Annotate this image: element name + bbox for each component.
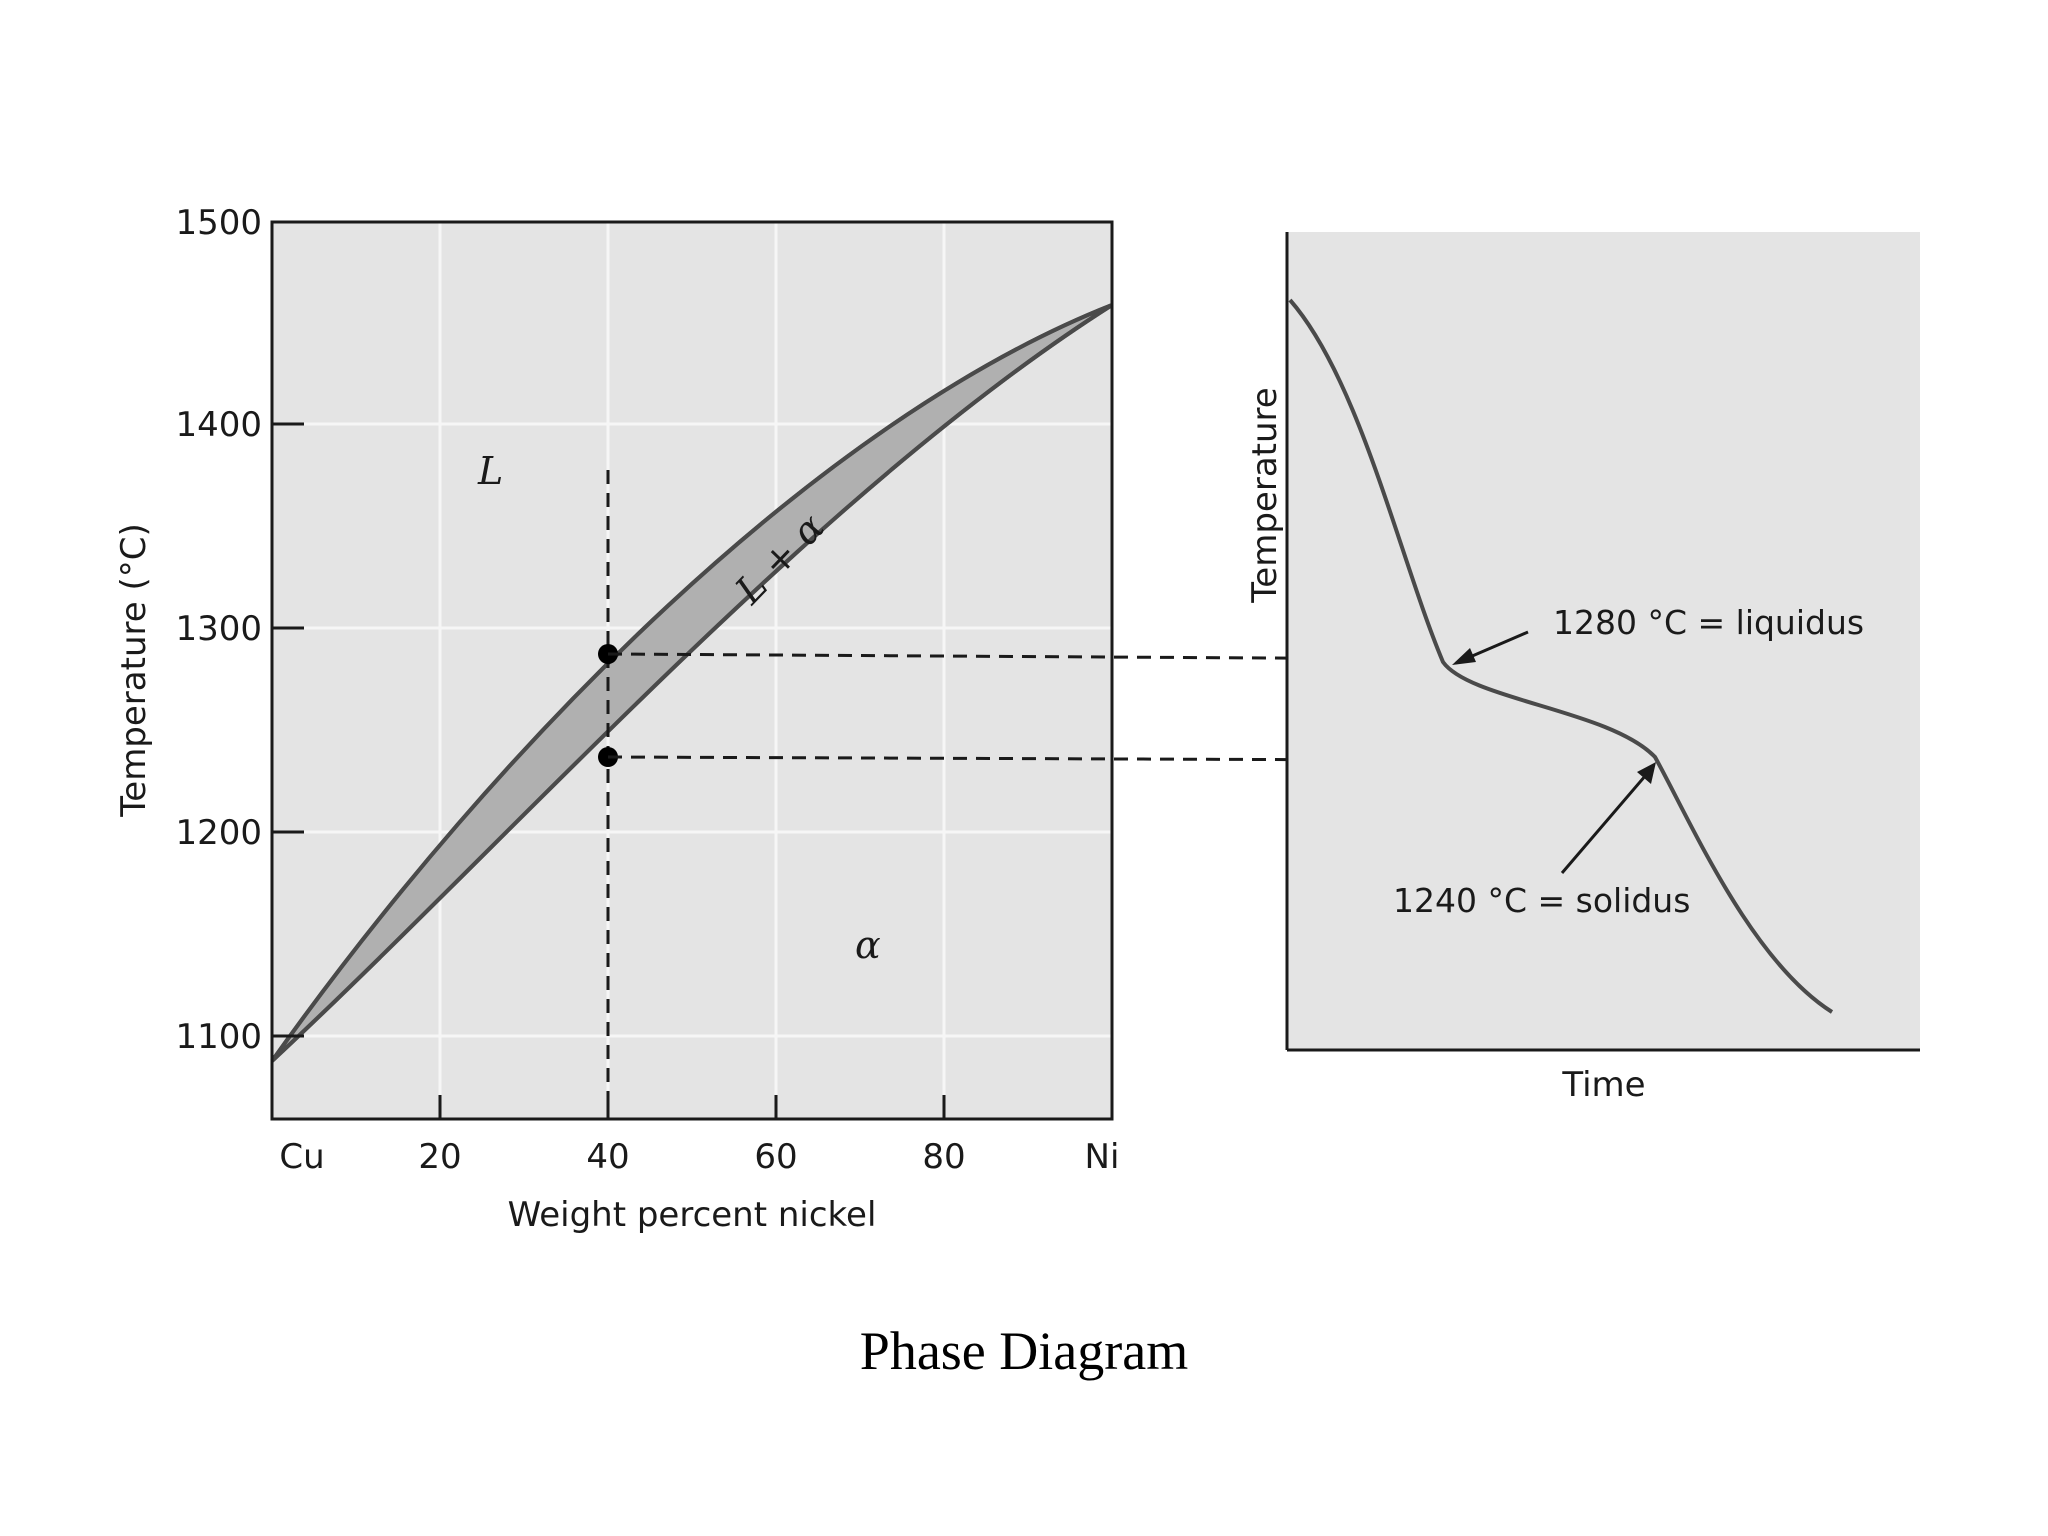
y-tick-marks	[272, 220, 304, 1038]
y-tick-label-1200: 1200	[175, 813, 262, 853]
solidus-annotation: 1240 °C = solidus	[1393, 881, 1690, 920]
phase-diagram-plot-area	[272, 222, 1112, 1119]
solidus-arrowhead-icon	[1637, 762, 1656, 784]
liquidus-line	[270, 303, 1113, 1063]
phase-label-solid: α	[855, 923, 881, 967]
x-tick-label-cu: Cu	[279, 1137, 324, 1177]
solidus-connector	[607, 755, 1653, 763]
liquidus-arrowhead-icon	[1452, 648, 1476, 665]
x-tick-label-80: 80	[922, 1137, 965, 1177]
y-tick-label-1400: 1400	[175, 405, 262, 445]
cooling-curve-y-axis-label: Temperature	[1245, 387, 1285, 603]
x-tick-label-60: 60	[754, 1137, 797, 1177]
y-tick-label-1500: 1500	[175, 203, 262, 243]
y-tick-label-1100: 1100	[175, 1017, 262, 1057]
x-axis-label: Weight percent nickel	[508, 1195, 877, 1235]
phase-diagram-frame	[270, 220, 1114, 1121]
cooling-curve-plot-area	[1287, 232, 1920, 1050]
phase-label-liquid: L	[477, 449, 503, 493]
x-tick-label-ni: Ni	[1085, 1137, 1120, 1177]
x-tick-label-20: 20	[418, 1137, 461, 1177]
y-tick-label-1300: 1300	[175, 609, 262, 649]
liquidus-annotation: 1280 °C = liquidus	[1553, 603, 1864, 642]
y-axis-label: Temperature (°C)	[114, 523, 154, 817]
cooling-curve-line	[1288, 298, 1834, 1014]
x-tick-label-40: 40	[586, 1137, 629, 1177]
figure-caption: Phase Diagram	[859, 1321, 1189, 1381]
solidus-line	[270, 303, 1114, 1063]
cooling-curve: Temperature Time 1280 °C = liquidus 1240…	[1245, 232, 1920, 1105]
cooling-curve-x-axis-label: Time	[1561, 1065, 1645, 1105]
phase-diagram: 1500 1400 1300 1200 1100 Cu 20 40 60 80 …	[114, 203, 1119, 1235]
x-tick-marks	[438, 1095, 946, 1119]
solidus-arrow	[1560, 767, 1654, 874]
